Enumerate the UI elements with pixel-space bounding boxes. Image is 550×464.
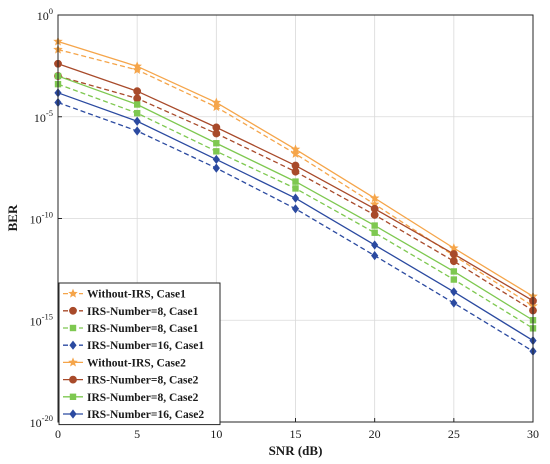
y-tick-base: 10 xyxy=(34,111,46,125)
legend: Without-IRS, Case1 IRS-Number=8, Case1 IRS… xyxy=(58,282,221,426)
series-4 xyxy=(54,97,537,356)
y-tick-base: 10 xyxy=(30,213,42,227)
legend-item: IRS-Number=8, Case1 xyxy=(63,323,199,335)
y-tick-base: 10 xyxy=(30,314,42,328)
legend-item: IRS-Number=16, Case2 xyxy=(63,409,204,421)
y-tick-label: 100 xyxy=(37,6,53,23)
legend-label: IRS-Number=16, Case2 xyxy=(87,409,204,421)
legend-box xyxy=(58,282,221,426)
legend-item: IRS-Number=16, Case1 xyxy=(63,340,204,352)
data-point-diamond xyxy=(450,287,458,297)
x-tick-label: 20 xyxy=(369,427,381,441)
y-tick-base: 10 xyxy=(30,416,42,430)
y-tick-exponent: 0 xyxy=(49,6,53,16)
data-point-star xyxy=(132,61,142,71)
y-tick-exponent: -20 xyxy=(42,413,53,423)
y-tick-exponent: -5 xyxy=(46,108,53,118)
data-point-star xyxy=(290,148,301,158)
data-point-diamond xyxy=(212,154,220,165)
x-axis-ticks: 0 5 10 15 20 25 30 xyxy=(55,418,539,441)
data-point-circle xyxy=(212,123,221,132)
data-point-circle xyxy=(133,94,142,103)
y-tick-label: 10-15 xyxy=(30,311,53,328)
data-point-square xyxy=(450,268,458,275)
x-axis-label: SNR (dB) xyxy=(269,443,323,458)
data-point-diamond xyxy=(133,116,141,126)
y-tick-label: 10-20 xyxy=(30,413,53,430)
x-tick-label: 15 xyxy=(290,427,302,441)
data-point-star xyxy=(369,193,380,203)
data-point-circle xyxy=(370,204,379,213)
y-tick-exponent: -15 xyxy=(42,311,53,321)
data-point-diamond xyxy=(291,204,300,214)
data-point-star xyxy=(449,243,459,253)
y-axis-label: BER xyxy=(5,204,20,231)
x-tick-label: 25 xyxy=(448,427,460,441)
legend-marker-star xyxy=(68,357,78,367)
data-point-square xyxy=(133,109,141,117)
legend-item: Without-IRS, Case1 xyxy=(63,288,186,301)
legend-label: IRS-Number=8, Case2 xyxy=(87,375,199,387)
legend-label: IRS-Number=8, Case1 xyxy=(87,306,199,318)
data-point-circle xyxy=(291,161,300,170)
legend-marker-square xyxy=(69,393,77,400)
series-8 xyxy=(54,88,537,346)
data-point-diamond xyxy=(371,251,379,261)
legend-label: Without-IRS, Case2 xyxy=(87,357,186,369)
data-point-diamond xyxy=(212,163,220,173)
y-tick-exponent: -10 xyxy=(42,210,53,220)
x-tick-label: 30 xyxy=(527,427,539,441)
x-tick-label: 0 xyxy=(55,427,61,441)
data-point-circle xyxy=(133,87,142,96)
legend-marker-star xyxy=(68,288,78,298)
legend-marker-circle xyxy=(69,306,77,315)
x-tick-label: 5 xyxy=(134,427,140,441)
data-point-square xyxy=(213,148,220,155)
data-point-diamond xyxy=(291,193,300,203)
series-lines xyxy=(53,36,538,356)
data-point-star xyxy=(290,144,301,154)
legend-item: IRS-Number=8, Case2 xyxy=(63,375,199,387)
y-tick-label: 10-10 xyxy=(30,210,53,227)
legend-label: IRS-Number=8, Case2 xyxy=(87,392,199,404)
legend-item: Without-IRS, Case2 xyxy=(63,357,186,369)
legend-marker-circle xyxy=(69,375,77,384)
data-point-diamond xyxy=(133,126,141,136)
data-point-star xyxy=(132,64,142,74)
data-point-square xyxy=(292,178,299,185)
data-point-square xyxy=(371,229,378,236)
data-point-diamond xyxy=(371,240,379,250)
data-point-star xyxy=(211,102,222,112)
x-tick-label: 10 xyxy=(210,427,222,441)
data-point-square xyxy=(133,101,141,108)
legend-marker-square xyxy=(69,324,77,332)
data-point-star xyxy=(211,97,222,107)
legend-label: Without-IRS, Case1 xyxy=(87,289,186,301)
legend-label: IRS-Number=8, Case1 xyxy=(87,323,199,335)
data-point-circle xyxy=(449,257,458,266)
data-point-circle xyxy=(449,250,458,258)
data-point-diamond xyxy=(450,298,458,308)
data-point-star xyxy=(369,199,380,209)
legend-marker-diamond xyxy=(69,409,77,419)
legend-item: IRS-Number=8, Case2 xyxy=(63,392,199,404)
legend-label: IRS-Number=16, Case1 xyxy=(87,340,204,352)
legend-marker-diamond xyxy=(69,340,77,350)
data-point-square xyxy=(450,276,458,283)
y-tick-label: 10-5 xyxy=(34,108,53,125)
y-tick-base: 10 xyxy=(37,9,49,23)
data-point-square xyxy=(371,222,378,229)
data-point-square xyxy=(213,140,220,147)
data-point-square xyxy=(292,185,299,192)
legend-item: IRS-Number=8, Case1 xyxy=(63,306,199,318)
